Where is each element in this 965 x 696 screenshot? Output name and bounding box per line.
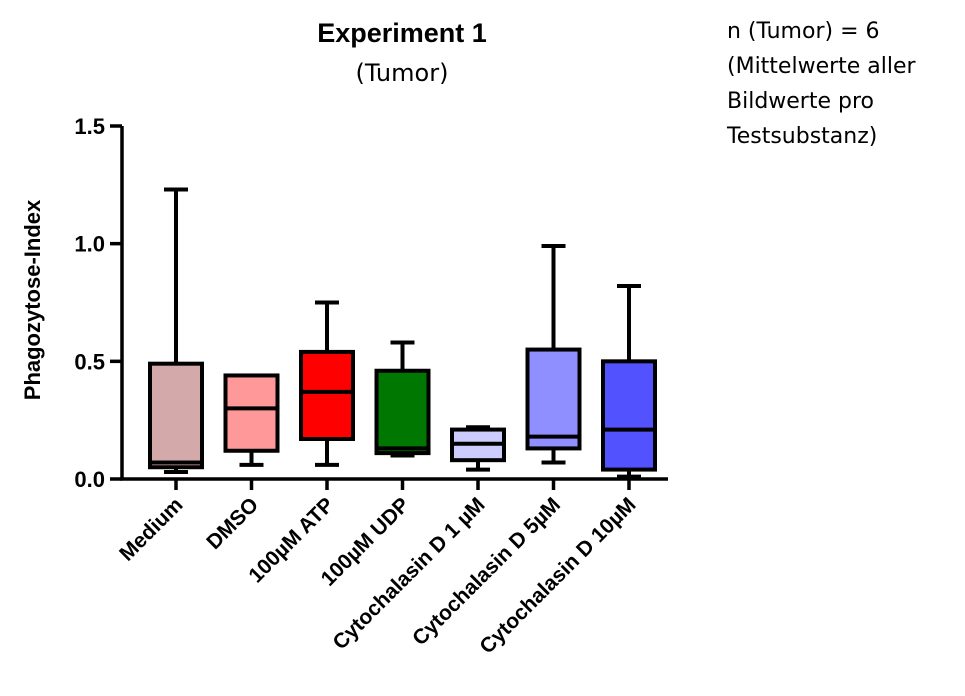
y-tick-label: 1.0 [74, 232, 105, 257]
box-iqr [601, 359, 657, 472]
sample-note: n (Tumor) = 6 (Mittelwerte aller Bildwer… [727, 14, 959, 154]
y-axis-label: Phagozytose-Index [20, 199, 45, 400]
boxes [148, 187, 657, 479]
box-7 [601, 284, 657, 479]
box-iqr [148, 361, 204, 470]
x-tick-label: Medium [115, 493, 187, 565]
box-2 [223, 373, 280, 467]
note-line: Testsubstanz) [727, 124, 878, 149]
note-line: (Mittelwerte aller [727, 54, 916, 79]
box-1 [148, 187, 204, 474]
box-5 [450, 425, 506, 472]
x-tick-label: Cytochalasin D 1 µM [329, 493, 490, 654]
note-line: Bildwerte pro [727, 89, 874, 114]
chart-subtitle: (Tumor) [356, 59, 449, 87]
box-iqr [374, 368, 431, 456]
box-6 [525, 244, 582, 465]
y-tick-label: 0.5 [74, 349, 105, 374]
box-iqr [223, 373, 280, 453]
chart-title: Experiment 1 [317, 18, 487, 48]
x-tick-label: DMSO [202, 493, 263, 554]
box-3 [299, 300, 355, 467]
y-tick-label: 0.0 [74, 467, 105, 492]
x-tick-label: Cytochalasin D 10µM [475, 493, 640, 658]
x-tick-label: Cytochalasin D 5µM [408, 493, 565, 650]
axes: 0.0 0.5 1.0 1.5 [74, 114, 668, 492]
y-tick-label: 1.5 [74, 114, 105, 139]
note-line: n (Tumor) = 6 [727, 19, 880, 44]
box-4 [374, 340, 431, 458]
box-iqr [299, 349, 355, 441]
box-iqr [525, 347, 582, 451]
